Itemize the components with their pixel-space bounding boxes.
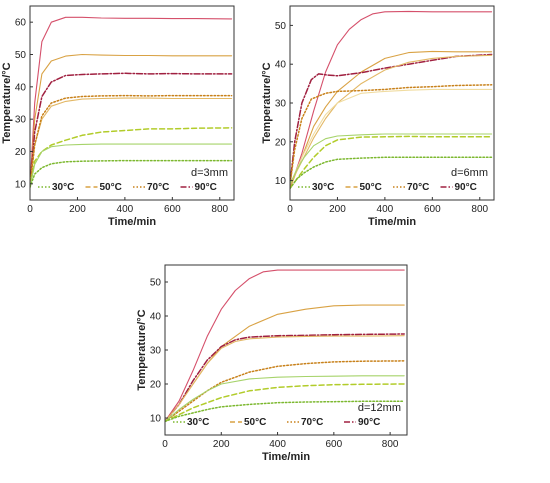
legend-label-1: 30°C	[52, 182, 74, 193]
y-tick-label: 30	[275, 99, 287, 110]
x-tick-label: 400	[269, 439, 286, 450]
series-group	[30, 16, 233, 188]
y-tick-label: 20	[15, 147, 27, 158]
legend: 30°C 50°C 70°C 90°C	[173, 417, 380, 428]
series-line-3	[165, 333, 405, 423]
y-tick-label: 60	[15, 18, 27, 29]
y-tick-label: 20	[150, 380, 162, 391]
y-axis-label: Temperature/°C	[1, 62, 13, 143]
y-tick-label: 30	[150, 346, 162, 357]
series-line-8	[165, 400, 405, 423]
series-line-8	[30, 159, 233, 188]
x-tick-label: 800	[382, 439, 399, 450]
series-line-7	[165, 383, 405, 423]
series-line-6	[290, 88, 493, 186]
panel-annotation: d=3mm	[191, 167, 228, 179]
series-line-1	[30, 16, 233, 188]
y-tick-label: 10	[150, 414, 162, 425]
x-tick-label: 400	[377, 204, 394, 215]
x-tick-label: 600	[424, 204, 441, 215]
x-tick-label: 200	[213, 439, 230, 450]
legend-label-4: 90°C	[358, 417, 380, 428]
series-line-5	[30, 94, 233, 188]
series-line-5	[165, 360, 405, 423]
legend: 30°C 50°C 70°C 90°C	[38, 182, 217, 193]
legend-label-2: 50°C	[360, 182, 382, 193]
x-tick-label: 800	[471, 204, 488, 215]
y-axis-label: Temperature/°C	[261, 62, 273, 143]
series-line-4	[165, 335, 405, 422]
legend-label-1: 30°C	[187, 417, 209, 428]
y-tick-label: 40	[275, 60, 287, 71]
chart-panel-1: 0 200 400 600 800 10 20 30 40 50 60 Time/min Tempera…	[1, 5, 235, 228]
panel-annotation: d=6mm	[451, 167, 488, 179]
series-line-3	[290, 53, 493, 186]
series-line-7	[30, 143, 233, 188]
series-line-1	[165, 269, 405, 422]
legend-label-3: 70°C	[407, 182, 429, 193]
x-axis-label: Time/min	[262, 451, 310, 463]
series-line-5	[290, 84, 493, 186]
legend-label-2: 50°C	[244, 417, 266, 428]
legend-label-1: 30°C	[312, 182, 334, 193]
series-line-1	[290, 10, 493, 189]
x-tick-label: 800	[211, 204, 228, 215]
panel-annotation: d=12mm	[358, 402, 401, 414]
series-line-7	[290, 133, 493, 186]
chart-panel-2: 0 200 400 600 800 10 20 30 40 50 Time/min Temperatu…	[261, 5, 495, 228]
x-tick-label: 600	[164, 204, 181, 215]
series-line-8	[290, 135, 493, 190]
legend-label-4: 90°C	[195, 182, 217, 193]
y-tick-label: 30	[15, 115, 27, 126]
y-tick-label: 50	[15, 50, 27, 61]
x-tick-label: 0	[162, 439, 168, 450]
plot-frame	[29, 5, 235, 201]
y-tick-label: 10	[15, 179, 27, 190]
y-axis-label: Temperature/°C	[136, 309, 148, 390]
y-tick-label: 10	[275, 176, 287, 187]
series-line-2	[30, 53, 233, 188]
x-tick-label: 400	[117, 204, 134, 215]
x-axis-label: Time/min	[368, 216, 416, 228]
x-tick-label: 600	[325, 439, 342, 450]
y-tick-label: 40	[150, 312, 162, 323]
y-tick-label: 50	[150, 278, 162, 289]
series-line-3	[30, 72, 233, 188]
series-line-2	[290, 50, 493, 189]
series-group	[290, 10, 493, 190]
x-tick-label: 200	[69, 204, 86, 215]
x-tick-label: 200	[329, 204, 346, 215]
legend: 30°C 50°C 70°C 90°C	[298, 182, 477, 193]
series-line-6	[165, 375, 405, 422]
y-tick-label: 50	[275, 21, 287, 32]
series-line-4	[290, 54, 493, 186]
legend-label-3: 70°C	[147, 182, 169, 193]
series-group	[165, 269, 405, 423]
series-line-9	[290, 156, 493, 190]
legend-label-2: 50°C	[100, 182, 122, 193]
x-tick-label: 0	[287, 204, 293, 215]
legend-label-4: 90°C	[455, 182, 477, 193]
y-tick-label: 40	[15, 82, 27, 93]
x-axis-label: Time/min	[108, 216, 156, 228]
x-tick-label: 0	[27, 204, 33, 215]
chart-panel-3: 0 200 400 600 800 10 20 30 40 50 Time/min Temperatu…	[136, 264, 408, 463]
legend-label-3: 70°C	[301, 417, 323, 428]
y-tick-label: 20	[275, 137, 287, 148]
